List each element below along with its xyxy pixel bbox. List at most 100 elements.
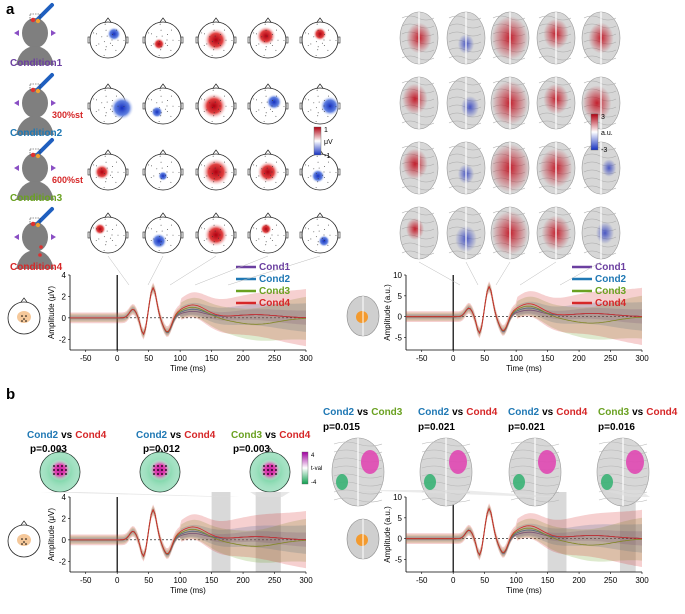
y-axis-label: Amplitude (μV) [47, 508, 56, 561]
series-band-1 [70, 508, 306, 558]
cmp-src-2-b: Cond4 [466, 407, 498, 418]
cmp-src-4-vs: vs [632, 407, 644, 418]
topomap-cond1-t5 [299, 17, 341, 59]
topomap-cond3-t1 [87, 149, 129, 191]
intensity-label-2: 300%st [52, 110, 83, 120]
cmp-eeg-1-p: p=0.003 [30, 444, 67, 455]
source-roi-icon-b [346, 518, 380, 560]
x-tick-label: -50 [80, 354, 92, 363]
topomap-cond4-t1 [87, 212, 129, 254]
x-axis-label: Time (ms) [506, 364, 542, 373]
topomap-cond1-t4 [247, 17, 289, 59]
shaded-window-1 [211, 492, 231, 572]
source-brain-cond2-t3 [490, 76, 530, 130]
x-tick-label: 200 [572, 354, 586, 363]
x-tick-label: 250 [268, 354, 282, 363]
topomap-cond1-t3 [195, 17, 237, 59]
panel-label-a: a [6, 1, 15, 18]
condition-label-3: Condition3 [10, 193, 63, 204]
y-tick-label: 4 [62, 271, 67, 280]
colorbar-source-unit: a.u. [601, 130, 613, 137]
series-line-4 [406, 507, 642, 556]
y-tick-label: 0 [398, 313, 403, 322]
series-band-4 [70, 504, 306, 569]
source-brain-cond1-t5 [581, 11, 621, 65]
topomap-cond1-t2 [142, 17, 184, 59]
y-axis-label: Amplitude (a.u.) [383, 284, 392, 341]
panel-b-maps [39, 437, 650, 507]
x-tick-label: 150 [205, 576, 219, 585]
x-tick-label: 50 [144, 354, 153, 363]
source-brain-cond3-t2 [446, 141, 486, 195]
topomap-cond2-t3 [195, 83, 237, 125]
legend-label-3: Cond3 [595, 286, 627, 297]
x-tick-label: 200 [572, 576, 586, 585]
colorbar-tval-unit: t-val [311, 466, 322, 472]
head-icon-3: Condition3 600%st [10, 138, 83, 204]
electrode-roi-icon-b [7, 520, 41, 558]
legend-label-2: Cond2 [595, 274, 627, 285]
cmp-src-3-title: Cond2 vs Cond4 [508, 407, 588, 418]
series-band-1 [406, 285, 642, 335]
legend-label-1: Cond1 [595, 262, 627, 273]
topomap-cond3-t3 [195, 149, 237, 191]
y-tick-label: -2 [59, 335, 67, 344]
y-tick-label: 4 [62, 493, 67, 502]
x-tick-label: 0 [115, 576, 120, 585]
electrode-roi-icon-a [7, 297, 41, 335]
y-tick-label: -5 [395, 556, 403, 565]
colorbar-eeg-max: 1 [324, 127, 328, 134]
cmp-src-4-b: Cond4 [646, 407, 678, 418]
eeg-topomap-grid [87, 17, 341, 254]
source-brain-cond3-t5 [581, 141, 621, 195]
cmp-src-4-a: Cond3 [598, 407, 630, 418]
series-line-4 [70, 286, 306, 336]
legend-label-1: Cond1 [259, 262, 291, 273]
topomap-cond4-t3 [195, 212, 237, 254]
topomap-cond2-t4 [247, 83, 289, 125]
x-tick-label: 250 [268, 576, 282, 585]
topomap-cond3-t5 [299, 149, 341, 191]
source-brain-cond2-t4 [536, 76, 576, 130]
source-brain-cond1-t4 [536, 11, 576, 65]
x-axis-label: Time (ms) [506, 586, 542, 595]
x-tick-label: 100 [509, 576, 523, 585]
colorbar-eeg-unit: μV [324, 139, 333, 146]
x-tick-label: -50 [416, 354, 428, 363]
cmp-eeg-1-vs: vs [61, 430, 73, 441]
y-tick-label: 5 [398, 292, 403, 301]
cmp-eeg-1-a: Cond2 [27, 430, 59, 441]
y-tick-label: 0 [62, 536, 67, 545]
source-comparisons: Cond2 vs Cond3 p=0.015 Cond2 vs Cond4 p=0.02… [323, 407, 678, 433]
cmp-src-4-title: Cond3 vs Cond4 [598, 407, 678, 418]
x-tick-label: 50 [480, 354, 489, 363]
series-band-1 [406, 507, 642, 557]
cmp-eeg-2-a: Cond2 [136, 430, 168, 441]
y-tick-label: 0 [62, 314, 67, 323]
cmp-src-2-title: Cond2 vs Cond4 [418, 407, 498, 418]
head-icon-1: Condition1 [10, 3, 63, 69]
cluster-brain-3 [508, 437, 562, 507]
cmp-eeg-3-a: Cond3 [231, 430, 263, 441]
series-band-4 [406, 503, 642, 567]
x-tick-label: 150 [541, 354, 555, 363]
legend-label-3: Cond3 [259, 286, 291, 297]
x-tick-label: 50 [144, 576, 153, 585]
head-icon-4: Condition4 [10, 207, 63, 273]
cmp-eeg-2-title: Cond2 vs Cond4 [136, 430, 216, 441]
series-band-3 [70, 283, 306, 341]
series-band-3 [406, 504, 642, 562]
y-tick-label: -2 [59, 557, 67, 566]
x-tick-label: 300 [299, 576, 313, 585]
source-brain-cond4-t5 [581, 206, 621, 260]
shaded-window-1 [547, 492, 567, 572]
cmp-eeg-1-title: Cond2 vs Cond4 [27, 430, 107, 441]
topomap-cond4-t2 [142, 212, 184, 254]
y-tick-label: 5 [398, 514, 403, 523]
x-tick-label: 100 [173, 576, 187, 585]
legend-label-4: Cond4 [259, 298, 291, 309]
topomap-cond4-t4 [247, 212, 289, 254]
y-axis-label: Amplitude (μV) [47, 286, 56, 339]
topomap-cond2-t5 [299, 83, 341, 125]
